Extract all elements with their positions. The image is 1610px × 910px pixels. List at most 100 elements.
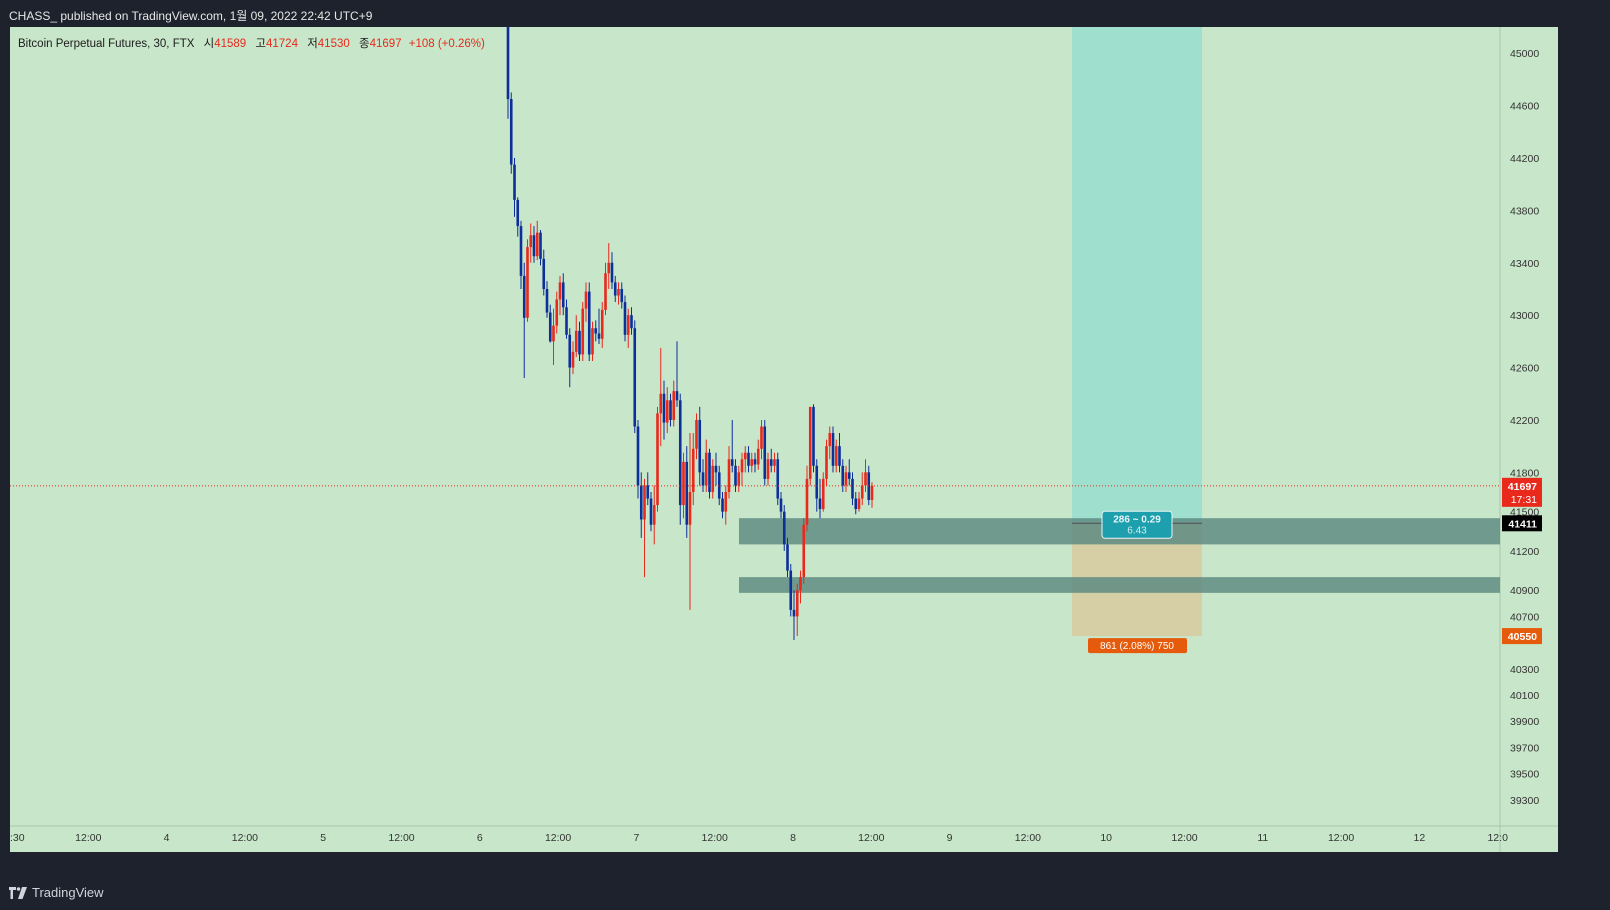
candle (838, 433, 841, 473)
candle-body (652, 505, 656, 525)
candle (779, 491, 783, 519)
x-tick-label: 12:00 (1171, 832, 1197, 844)
candle (659, 347, 663, 447)
candle-body (545, 288, 549, 313)
candle-body (529, 235, 533, 248)
candle (548, 304, 552, 343)
candle (519, 220, 523, 289)
candle (594, 320, 598, 342)
candle (760, 419, 763, 460)
candle (665, 387, 669, 434)
candle-body (766, 459, 770, 479)
candle-body (740, 459, 744, 473)
candle-body (509, 99, 513, 165)
x-tick-label: 7 (633, 832, 639, 844)
candle-body (834, 446, 838, 466)
candle (844, 465, 848, 492)
candle (870, 482, 874, 508)
candle (678, 393, 682, 525)
candle (734, 459, 737, 492)
x-tick-label: 12:00 (1328, 832, 1354, 844)
candle (789, 564, 793, 617)
x-tick-label: :30 (10, 832, 25, 844)
candle (597, 308, 601, 344)
candle (506, 27, 510, 119)
candle-body (587, 291, 591, 355)
y-tick-label: 39500 (1510, 769, 1539, 781)
stop-price-marker (1502, 628, 1542, 645)
candle (701, 459, 705, 492)
candle (834, 439, 838, 473)
candle (698, 406, 702, 486)
candle-body (730, 459, 734, 466)
candle (808, 406, 812, 486)
candle (539, 230, 542, 266)
candle (646, 472, 650, 506)
candle (639, 472, 643, 538)
candle (574, 315, 578, 358)
candle-body (555, 299, 559, 326)
x-tick-label: 12:00 (388, 832, 414, 844)
candle-body (795, 590, 799, 617)
legend-open-value: 41589 (214, 38, 247, 50)
candle (828, 426, 832, 460)
x-tick-label: 12 (1414, 832, 1426, 844)
x-tick-label: 12:00 (702, 832, 728, 844)
candle-body (665, 400, 669, 423)
candle-body (678, 400, 682, 506)
x-tick-label: 12:00 (545, 832, 571, 844)
legend-close-label: 종 (358, 38, 370, 50)
y-tick-label: 44600 (1510, 101, 1539, 113)
candle-body (568, 334, 572, 368)
candle-body (724, 491, 728, 512)
candle-body (669, 400, 672, 420)
legend-close-value: 41697 (369, 38, 402, 50)
candle (542, 249, 546, 296)
candle (704, 439, 708, 492)
candle (516, 197, 520, 237)
candle (568, 328, 572, 388)
y-tick-label: 41200 (1510, 546, 1539, 558)
tradingview-brand[interactable]: TradingView (9, 885, 104, 900)
candle-body (854, 498, 858, 510)
candle (656, 406, 659, 512)
candle-body (539, 232, 542, 259)
candle (688, 433, 692, 610)
candle (802, 518, 806, 584)
candle (831, 426, 835, 473)
candle (672, 380, 676, 427)
candle-body (607, 262, 611, 274)
candle-body (672, 391, 676, 420)
candle-body (825, 446, 828, 479)
y-tick-label: 43400 (1510, 258, 1539, 270)
legend-change: +108 (+0.26%) (408, 38, 485, 50)
x-tick-label: 12:00 (858, 832, 884, 844)
candle (685, 446, 689, 538)
candle (708, 448, 711, 499)
candle (799, 570, 802, 604)
top-bar: CHASS_ published on TradingView.com, 1월 … (0, 0, 1610, 27)
candle (714, 452, 718, 486)
candle (721, 491, 724, 519)
candle-body (620, 288, 624, 303)
candle (604, 262, 607, 316)
candle-body (617, 288, 620, 296)
candle-body (695, 419, 698, 449)
candle-body (685, 461, 689, 525)
candle-body (812, 406, 815, 466)
candle (584, 282, 588, 322)
candle (649, 491, 653, 532)
candle-body (519, 226, 523, 276)
y-tick-label: 45000 (1510, 48, 1539, 60)
entry-price-marker (1502, 515, 1542, 532)
candle (737, 465, 741, 492)
candle (675, 341, 679, 407)
candle-body (841, 465, 845, 486)
y-tick-label: 39700 (1510, 742, 1539, 754)
candle (591, 321, 594, 362)
candle (825, 439, 828, 486)
bottom-bar: TradingView (0, 876, 1610, 910)
candle-body (688, 491, 692, 525)
candle-body (662, 393, 666, 423)
